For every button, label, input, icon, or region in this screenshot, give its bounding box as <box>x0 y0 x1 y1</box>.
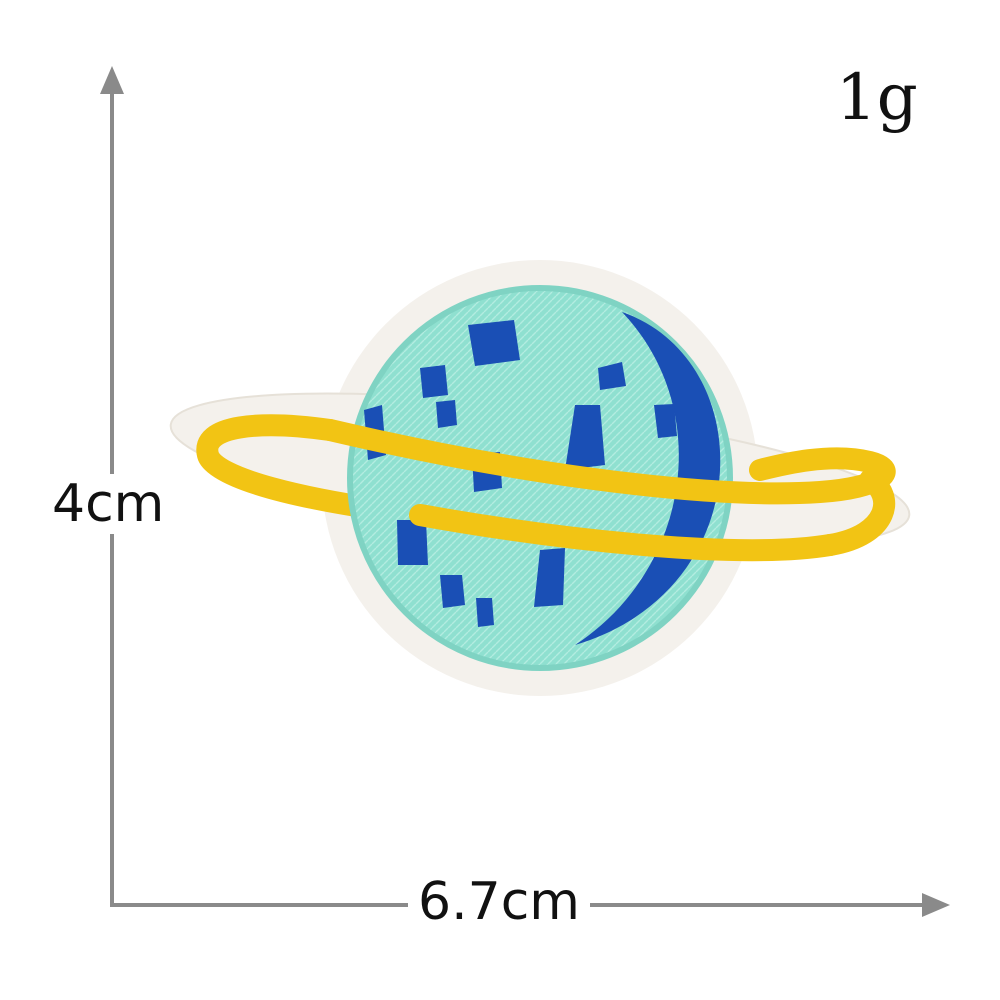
ring-front-lower <box>409 504 841 562</box>
width-dimension-label: 6.7cm <box>408 872 590 932</box>
arrow-up-icon <box>100 66 124 94</box>
ring-front <box>319 419 896 505</box>
ring-end <box>819 469 896 556</box>
ring-back <box>196 414 431 526</box>
height-dimension-label: 4cm <box>50 474 167 534</box>
arrow-right-icon <box>922 893 950 917</box>
planet-shadow-crescent <box>575 312 721 645</box>
weight-label: 1g <box>836 61 918 135</box>
